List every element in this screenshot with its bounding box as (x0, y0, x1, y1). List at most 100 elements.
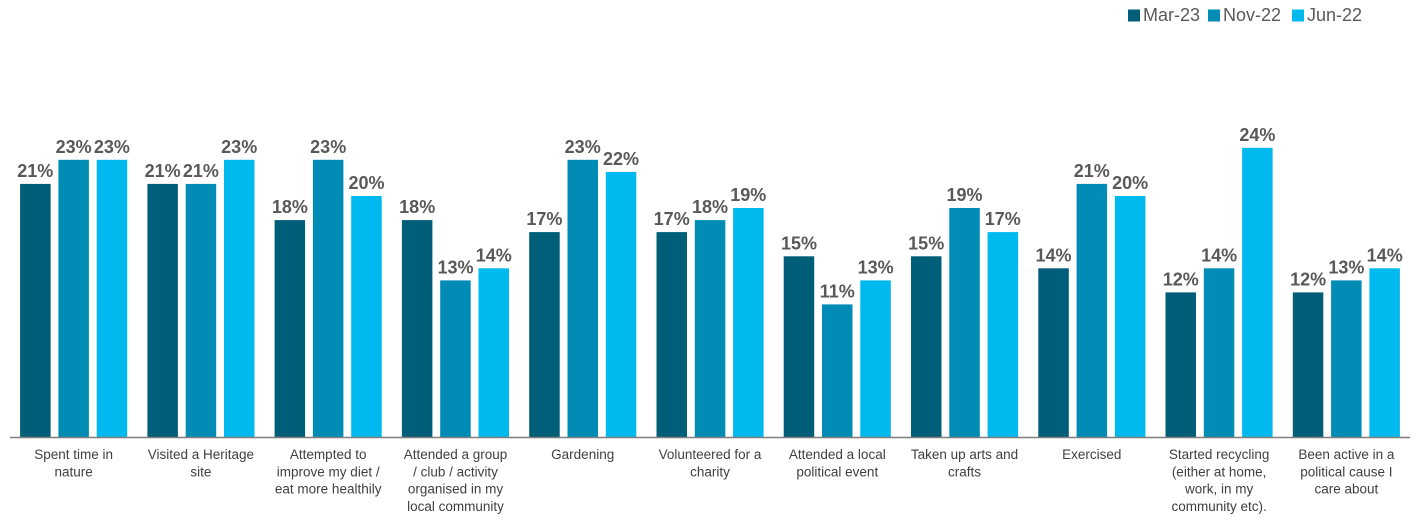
bar-mar-23-2 (147, 183, 178, 437)
data-label: 18% (272, 197, 308, 217)
bar-nov-22-3 (312, 159, 344, 438)
category-label: Exercised (1062, 447, 1121, 462)
category-label: care about (1315, 482, 1379, 497)
data-label: 23% (565, 137, 601, 157)
bar-nov-22-2 (185, 183, 217, 437)
data-label: 14% (1201, 245, 1237, 265)
data-label: 22% (603, 149, 639, 169)
bar-nov-22-11 (1331, 280, 1362, 438)
bar-jun-22-2 (224, 159, 255, 438)
data-label: 21% (1074, 161, 1110, 181)
data-label: 21% (17, 161, 53, 181)
bar-jun-22-5 (605, 171, 637, 437)
bar-mar-23-11 (1292, 292, 1324, 437)
category-label: work, in my (1184, 482, 1254, 497)
bar-mar-23-7 (783, 256, 815, 438)
data-label: 20% (1112, 173, 1148, 193)
legend-swatch-mar-23 (1128, 9, 1140, 22)
bar-jun-22-7 (860, 280, 891, 438)
bar-mar-23-8 (911, 256, 942, 438)
category-label: organised in my (408, 482, 504, 497)
category-label: Gardening (551, 447, 614, 462)
bars (20, 147, 1400, 438)
data-label: 19% (946, 185, 982, 205)
data-label: 21% (183, 161, 219, 181)
category-labels: Spent time in nature Visited a Heritage sit… (34, 447, 1395, 514)
bar-jun-22-4 (478, 268, 509, 437)
data-label: 15% (908, 233, 944, 253)
bar-nov-22-8 (949, 208, 980, 437)
bar-nov-22-1 (58, 159, 89, 438)
bar-mar-23-3 (274, 220, 306, 437)
bar-jun-22-8 (987, 232, 1019, 437)
bar-nov-22-5 (567, 159, 598, 438)
bar-jun-22-1 (96, 159, 128, 438)
category-label: Been active in a (1298, 447, 1395, 462)
bar-mar-23-6 (656, 232, 687, 437)
bar-nov-22-6 (694, 220, 726, 437)
data-label: 21% (145, 161, 181, 181)
category-label: nature (54, 464, 92, 479)
bar-jun-22-9 (1114, 196, 1146, 437)
bar-jun-22-3 (351, 196, 382, 437)
data-label: 24% (1239, 125, 1275, 145)
data-label: 23% (310, 137, 346, 157)
legend-label: Jun-22 (1307, 5, 1362, 25)
data-label: 11% (820, 281, 855, 301)
category-label: charity (690, 464, 730, 479)
bar-mar-23-5 (529, 232, 560, 437)
category-label: political event (796, 464, 878, 479)
legend-label: Nov-22 (1223, 5, 1281, 25)
data-label: 13% (1328, 257, 1364, 277)
category-label: Attended a local (789, 447, 886, 462)
category-label: community etc). (1171, 499, 1266, 514)
data-label: 20% (348, 173, 384, 193)
category-label: Spent time in (34, 447, 113, 462)
legend-label: Mar-23 (1143, 5, 1200, 25)
data-label: 14% (1035, 245, 1071, 265)
category-label: Taken up arts and (911, 447, 1018, 462)
data-label: 18% (399, 197, 435, 217)
data-label: 17% (985, 209, 1021, 229)
category-label: Attempted to (290, 447, 367, 462)
category-label: Started recycling (1169, 447, 1270, 462)
category-label: political cause I (1300, 464, 1392, 479)
data-label: 23% (56, 137, 92, 157)
bar-mar-23-4 (401, 220, 433, 437)
bar-nov-22-7 (822, 304, 853, 437)
legend-swatch-nov-22 (1208, 9, 1220, 22)
bar-jun-22-6 (733, 208, 764, 437)
legend-swatch-jun-22 (1292, 9, 1304, 22)
category-label: (either at home, (1172, 464, 1267, 479)
data-label: 13% (437, 257, 473, 277)
bar-jun-22-10 (1242, 147, 1273, 438)
bar-nov-22-10 (1203, 268, 1235, 437)
category-label: Volunteered for a (659, 447, 762, 462)
data-label: 12% (1163, 269, 1199, 289)
category-label: improve my diet / (277, 464, 380, 479)
category-label: local community (407, 499, 504, 514)
data-label: 18% (692, 197, 728, 217)
category-label: Attended a group (404, 447, 508, 462)
data-label: 23% (94, 137, 130, 157)
data-label: 14% (1367, 245, 1403, 265)
bar-nov-22-4 (440, 280, 471, 438)
category-label: eat more healthily (275, 482, 382, 497)
legend: Mar-23 Nov-22 Jun-22 (1128, 5, 1362, 25)
bar-mar-23-9 (1038, 268, 1069, 437)
data-label: 17% (654, 209, 690, 229)
data-label: 12% (1290, 269, 1326, 289)
bar-mar-23-10 (1165, 292, 1196, 437)
bar-jun-22-11 (1369, 268, 1400, 437)
category-label: Visited a Heritage (148, 447, 254, 462)
category-label: site (190, 464, 211, 479)
category-label: / club / activity (413, 464, 498, 479)
data-label: 19% (730, 185, 766, 205)
data-label: 15% (781, 233, 817, 253)
value-labels: 21%23% 23%21% 21%23%18%23%20%18%13%14%17%2… (17, 125, 1402, 302)
data-label: 17% (526, 209, 562, 229)
bar-nov-22-9 (1076, 183, 1108, 437)
data-label: 13% (858, 257, 894, 277)
